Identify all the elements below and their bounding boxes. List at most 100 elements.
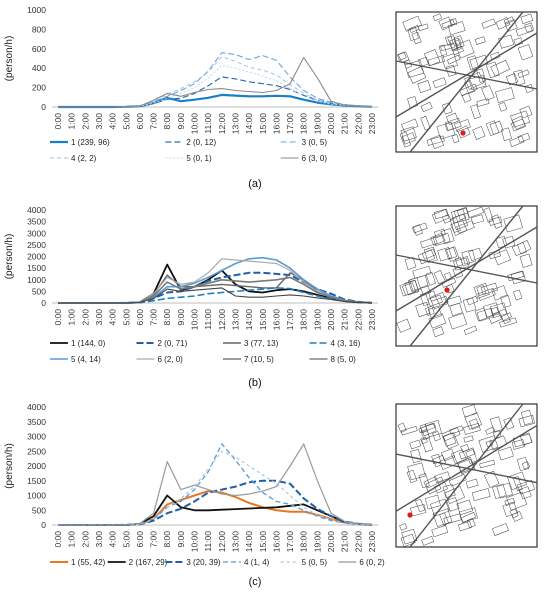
legend-label: 3 (20, 39) [186, 558, 221, 567]
y-tick-label: 1000 [27, 5, 46, 15]
y-tick-label: 0 [41, 520, 46, 530]
series-line-4 [58, 56, 373, 108]
map-b-location-marker [444, 287, 450, 293]
map-b-streets [395, 205, 538, 347]
x-tick-label: 20:00 [326, 531, 336, 553]
map-a-location-marker [460, 130, 466, 136]
x-tick-label: 0:00 [53, 113, 63, 130]
x-tick-label: 17:00 [285, 309, 295, 331]
legend-entry: 6 (2, 0) [136, 355, 184, 364]
map-c-streets [395, 403, 538, 548]
y-tick-label: 500 [32, 286, 46, 296]
legend-label: 1 (239, 96) [71, 138, 110, 147]
x-tick-label: 20:00 [326, 309, 336, 331]
legend-entry: 1 (55, 42) [50, 558, 106, 567]
x-tick-label: 22:00 [353, 531, 363, 553]
legend-label: 6 (2, 0) [158, 355, 184, 364]
x-tick-label: 10:00 [190, 113, 200, 135]
x-tick-label: 12:00 [217, 309, 227, 331]
y-tick-label: 2500 [27, 446, 46, 456]
legend-entry: 4 (1, 4) [223, 558, 270, 567]
x-tick-label: 9:00 [176, 113, 186, 130]
x-tick-label: 1:00 [67, 531, 77, 548]
x-tick-label: 23:00 [367, 113, 377, 135]
x-tick-label: 10:00 [190, 531, 200, 553]
x-tick-label: 6:00 [135, 309, 145, 326]
legend-entry: 5 (4, 14) [50, 355, 101, 364]
x-tick-label: 16:00 [271, 113, 281, 135]
legend-label: 6 (3, 0) [302, 154, 328, 163]
series-line-1 [58, 263, 373, 304]
series-line-6 [58, 56, 373, 108]
series-line-1 [58, 93, 373, 109]
legend-label: 1 (144, 0) [71, 339, 106, 348]
map-b [395, 205, 538, 347]
x-tick-label: 19:00 [312, 309, 322, 331]
y-tick-label: 800 [32, 24, 46, 34]
legend-label: 5 (0, 1) [186, 154, 212, 163]
x-tick-label: 10:00 [190, 309, 200, 331]
x-tick-label: 2:00 [80, 309, 90, 326]
x-tick-label: 23:00 [367, 309, 377, 331]
legend-entry: 1 (144, 0) [50, 339, 106, 348]
x-tick-label: 9:00 [176, 531, 186, 548]
series-line-5 [58, 64, 373, 108]
x-tick-label: 12:00 [217, 531, 227, 553]
x-tick-label: 20:00 [326, 113, 336, 135]
legend-entry: 5 (0, 1) [165, 154, 212, 163]
x-tick-label: 3:00 [94, 309, 104, 326]
y-tick-label: 200 [32, 83, 46, 93]
legend-entry: 4 (2, 2) [50, 154, 97, 163]
legend-label: 7 (10, 5) [244, 355, 274, 364]
x-tick-label: 3:00 [94, 531, 104, 548]
x-tick-label: 23:00 [367, 531, 377, 553]
series-line-1 [58, 490, 373, 526]
legend-entry: 4 (3, 16) [309, 339, 361, 348]
x-tick-label: 4:00 [108, 531, 118, 548]
x-tick-label: 11:00 [203, 309, 213, 330]
x-tick-label: 0:00 [53, 531, 63, 548]
x-tick-label: 15:00 [258, 309, 268, 331]
x-tick-label: 0:00 [53, 309, 63, 326]
legend-label: 2 (0, 71) [158, 339, 188, 348]
x-tick-label: 7:00 [149, 531, 159, 548]
x-tick-label: 2:00 [80, 531, 90, 548]
y-tick-label: 500 [32, 505, 46, 515]
series-line-5 [58, 450, 373, 526]
legend-entry: 3 (77, 13) [223, 339, 279, 348]
x-tick-label: 13:00 [230, 113, 240, 135]
y-tick-label: 3500 [27, 217, 46, 227]
x-tick-label: 16:00 [271, 309, 281, 331]
x-tick-label: 14:00 [244, 309, 254, 331]
x-tick-label: 21:00 [340, 113, 350, 135]
x-tick-label: 6:00 [135, 531, 145, 548]
figure-caption: (c) [249, 576, 262, 588]
x-tick-label: 5:00 [121, 113, 131, 130]
x-tick-label: 11:00 [203, 113, 213, 134]
x-tick-label: 18:00 [299, 113, 309, 135]
y-tick-label: 1500 [27, 263, 46, 273]
legend-entry: 6 (0, 2) [338, 558, 385, 567]
legend-entry: 2 (0, 12) [165, 138, 216, 147]
y-tick-label: 2000 [27, 461, 46, 471]
x-tick-label: 4:00 [108, 309, 118, 326]
x-tick-label: 8:00 [162, 309, 172, 326]
x-tick-label: 3:00 [94, 113, 104, 130]
x-tick-label: 14:00 [244, 531, 254, 553]
x-tick-label: 1:00 [67, 113, 77, 130]
x-tick-label: 18:00 [299, 309, 309, 331]
map-a-streets [395, 11, 538, 153]
legend-label: 6 (0, 2) [359, 558, 385, 567]
y-tick-label: 4000 [27, 205, 46, 215]
legend-label: 4 (1, 4) [244, 558, 270, 567]
y-tick-label: 2000 [27, 252, 46, 262]
legend-entry: 7 (10, 5) [223, 355, 274, 364]
x-tick-label: 8:00 [162, 113, 172, 130]
x-tick-label: 9:00 [176, 309, 186, 326]
legend-label: 3 (77, 13) [244, 339, 279, 348]
legend-label: 8 (5, 0) [331, 355, 357, 364]
y-tick-label: 0 [41, 102, 46, 112]
x-tick-label: 14:00 [244, 113, 254, 135]
